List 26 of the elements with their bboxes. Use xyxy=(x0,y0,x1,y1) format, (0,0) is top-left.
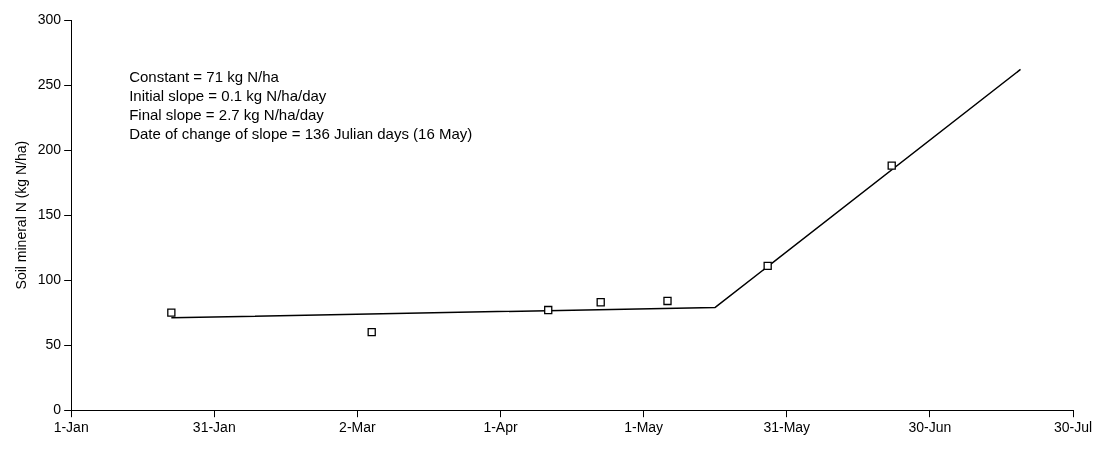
x-tick-label: 30-Jun xyxy=(908,419,952,436)
point xyxy=(544,305,553,315)
x-tick-label: 1-Jan xyxy=(53,419,89,436)
y-tick-label: 0 xyxy=(53,401,62,418)
y-tick-label: 50 xyxy=(45,336,62,353)
annotation: Constant = 71 kg N/ha xyxy=(129,67,280,85)
y-tick-label: 200 xyxy=(37,140,62,157)
point xyxy=(887,161,896,170)
annotation: Initial slope = 0.1 kg N/ha/day xyxy=(129,86,327,104)
y-tick-label: 250 xyxy=(37,75,62,92)
x-tick-label: 1-Apr xyxy=(483,419,518,436)
y-tick-label: 300 xyxy=(37,10,62,27)
point xyxy=(663,296,672,306)
point xyxy=(596,298,605,307)
point xyxy=(367,327,376,337)
x-tick-label: 31-May xyxy=(763,419,811,436)
y-tick-label: 100 xyxy=(37,270,62,287)
annotation: Date of change of slope = 136 Julian days (16 May) xyxy=(129,124,473,142)
point xyxy=(763,261,772,271)
x-tick-label: 31-Jan xyxy=(192,419,236,436)
x-tick-label: 2-Mar xyxy=(339,419,377,436)
y-axis-title: Soil mineral N (kg N/ha) xyxy=(13,140,30,290)
annotation: Final slope = 2.7 kg N/ha/day xyxy=(129,105,325,123)
x-tick-label: 30-Jul xyxy=(1053,419,1093,436)
y-tick-label: 150 xyxy=(37,205,62,222)
x-tick-label: 1-May xyxy=(624,419,664,436)
